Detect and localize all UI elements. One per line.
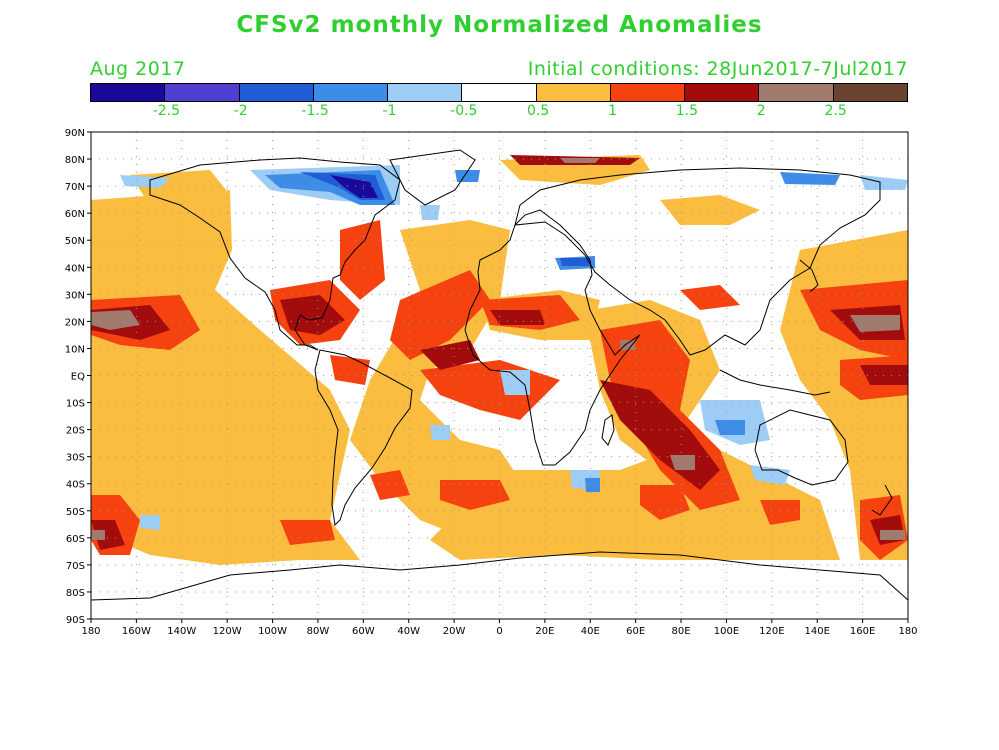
lon-label: 180 [81, 626, 100, 637]
legend-label: 0.5 [527, 103, 550, 119]
lat-label: 10N [65, 344, 85, 355]
legend-label: 2 [756, 103, 766, 119]
legend-swatch [313, 84, 389, 101]
legend-swatch [165, 84, 240, 101]
lon-label: 120W [213, 626, 242, 637]
legend-swatch [462, 84, 537, 101]
anomaly-fields [91, 155, 908, 565]
lon-label: 40E [581, 626, 600, 637]
lat-label: 40N [65, 263, 85, 274]
coastlines [91, 149, 908, 601]
greenland-outline [389, 149, 476, 206]
lon-label: 80W [307, 626, 330, 637]
south-america-outline [314, 349, 413, 527]
lon-label: 160W [122, 626, 151, 637]
map-graticule [91, 132, 908, 619]
legend-swatch [833, 84, 907, 101]
indonesia-outline [719, 369, 831, 396]
legend-label: -2.5 [152, 103, 181, 119]
forecast-month: Aug 2017 [90, 58, 186, 80]
legend-swatch [759, 84, 834, 101]
lat-label: 70N [65, 182, 85, 193]
initial-conditions: Initial conditions: 28Jun2017-7Jul2017 [527, 58, 908, 80]
latitude-axis: 90N 80N 70N 60N 50N 40N 30N 20N 10N EQ 10S 20S 30S 40… [65, 128, 91, 626]
legend-swatch [91, 84, 166, 101]
anomaly-level-2.0 [91, 158, 905, 540]
lat-label: 30S [66, 453, 85, 464]
madagascar-outline [601, 414, 615, 446]
lon-label: 140E [805, 626, 830, 637]
lon-label: 40W [397, 626, 420, 637]
lat-label: 20N [65, 317, 85, 328]
lon-label: 100W [258, 626, 287, 637]
australia-outline [754, 409, 849, 486]
anomaly-level-minus-2.0 [330, 175, 378, 198]
legend-label: -1.5 [301, 103, 329, 119]
map-title: CFSv2 monthly Normalized Anomalies [236, 12, 763, 38]
legend-label: -2 [233, 103, 248, 119]
color-legend-bar [90, 83, 908, 102]
lon-label: 80E [672, 626, 691, 637]
lat-label: 10S [66, 399, 85, 410]
legend-label: -1 [382, 103, 397, 119]
europe-africa-outline [464, 209, 641, 466]
new-zealand-outline [871, 484, 893, 516]
legend-swatch [388, 84, 463, 101]
legend-swatch [239, 84, 314, 101]
lon-label: 120E [759, 626, 784, 637]
legend-swatch [610, 84, 686, 101]
antarctica-outline [91, 551, 908, 601]
north-america-outline [149, 157, 401, 351]
lat-label: 30N [65, 290, 85, 301]
lat-label: 60N [65, 209, 85, 220]
lon-label: 60W [352, 626, 375, 637]
legend-label: 2.5 [824, 103, 847, 119]
lat-label: 60S [66, 534, 85, 545]
lon-label: 20W [443, 626, 466, 637]
lat-label: 50S [66, 507, 85, 518]
lat-label: 50N [65, 236, 85, 247]
lat-label: 90S [66, 615, 85, 626]
longitude-axis: 180 160W 140W 120W 100W 80W 60W 40W 20W 0 20E 40E 60… [81, 619, 918, 637]
legend-label: 1.5 [675, 103, 699, 119]
lon-label: 140W [167, 626, 196, 637]
lat-label: 40S [66, 480, 85, 491]
lat-label: 70S [66, 561, 85, 572]
lon-label: 0 [496, 626, 502, 637]
lon-label: 180 [898, 626, 917, 637]
legend-swatch [685, 84, 760, 101]
lat-label: 90N [65, 128, 85, 139]
lon-label: 60E [626, 626, 645, 637]
legend-swatch [536, 84, 611, 101]
lon-label: 20E [535, 626, 554, 637]
eurasia-outline [514, 167, 881, 356]
lat-label: 20S [66, 426, 85, 437]
lat-label: 80N [65, 155, 85, 166]
legend-label: -0.5 [450, 103, 478, 119]
lat-label: 80S [66, 588, 85, 599]
japan-outline [799, 259, 819, 293]
legend-label: 1 [608, 103, 617, 119]
lon-label: 100E [714, 626, 739, 637]
lon-label: 160E [850, 626, 875, 637]
lat-label: EQ [71, 372, 85, 383]
